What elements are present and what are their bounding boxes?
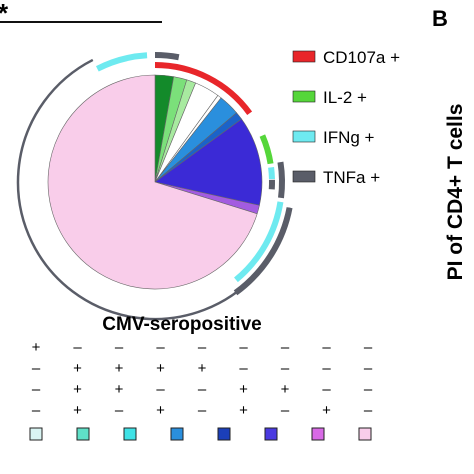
- table-cell-r3-c7: +: [322, 402, 331, 419]
- legend-swatch-0: [292, 50, 316, 63]
- panel-letter: B: [432, 6, 448, 31]
- table-cell-r0-c2: –: [115, 339, 124, 356]
- table-cell-r1-c6: –: [281, 360, 290, 377]
- marker-arc-none-9: [16, 58, 291, 321]
- table-cell-r2-c0: –: [32, 381, 41, 398]
- table-cell-r1-c7: –: [322, 360, 331, 377]
- table-cell-r3-c2: –: [115, 402, 124, 419]
- table-cell-r3-c3: +: [156, 402, 165, 419]
- table-cell-r1-c2: +: [115, 360, 124, 377]
- pie-chart: [47, 74, 263, 290]
- table-swatch-0: [29, 427, 43, 441]
- table-cell-r0-c8: –: [364, 339, 373, 356]
- table-cell-r2-c2: +: [115, 381, 124, 398]
- table-cell-r2-c3: –: [156, 381, 165, 398]
- table-swatch-4: [217, 427, 231, 441]
- marker-arc-tnfa-6: [154, 52, 180, 61]
- marker-arc-il-2-1: [259, 134, 274, 165]
- pie-slice-9: [47, 74, 258, 290]
- table-swatch-5: [264, 427, 278, 441]
- table-swatch-3: [170, 427, 184, 441]
- legend-label-0: CD107a +: [323, 48, 400, 67]
- chart-title: CMV-seropositive: [102, 314, 261, 335]
- table-cell-r0-c1: –: [73, 339, 82, 356]
- table-cell-r1-c8: –: [364, 360, 373, 377]
- table-cell-r3-c1: +: [73, 402, 82, 419]
- table-swatch-2: [123, 427, 137, 441]
- y-axis-label: PI of CD4+ T cells: [444, 104, 467, 281]
- table-cell-r1-c1: +: [73, 360, 82, 377]
- marker-arc-ifng-2: [268, 166, 275, 180]
- table-swatch-7: [358, 427, 372, 441]
- table-cell-r3-c8: –: [364, 402, 373, 419]
- marker-arc-ifng-4: [234, 201, 284, 283]
- marker-arc-cd107a-0: [154, 62, 253, 115]
- table-cell-r0-c3: –: [156, 339, 165, 356]
- table-cell-r2-c1: +: [73, 381, 82, 398]
- legend-label-3: TNFa +: [323, 168, 380, 187]
- marker-arcs: [16, 52, 293, 321]
- pie-slice-7: [154, 118, 263, 206]
- table-cell-r2-c7: –: [322, 381, 331, 398]
- marker-arc-ifng-3: [95, 52, 148, 72]
- table-cell-r3-c6: –: [281, 402, 290, 419]
- legend-label-1: IL-2 +: [323, 88, 367, 107]
- table-cell-r1-c3: +: [156, 360, 165, 377]
- table-cell-r3-c0: –: [32, 402, 41, 419]
- table-cell-r0-c5: –: [239, 339, 248, 356]
- marker-arc-tnfa-7: [277, 161, 285, 199]
- table-cell-r2-c4: –: [198, 381, 207, 398]
- legend-swatch-1: [292, 90, 316, 103]
- table-cell-r0-c4: –: [198, 339, 207, 356]
- table-cell-r1-c4: +: [198, 360, 207, 377]
- legend-label-2: IFNg +: [323, 128, 375, 147]
- legend-swatch-3: [292, 170, 316, 183]
- legend-swatch-2: [292, 130, 316, 143]
- legend: CD107a + IL-2 + IFNg + TNFa +: [292, 48, 400, 187]
- significance-star: *: [0, 0, 9, 28]
- table-cell-r0-c6: –: [281, 339, 290, 356]
- table-cell-r3-c5: +: [239, 402, 248, 419]
- table-cell-r1-c0: –: [32, 360, 41, 377]
- table-cell-r1-c5: –: [239, 360, 248, 377]
- table-cell-r0-c7: –: [322, 339, 331, 356]
- table-swatch-1: [76, 427, 90, 441]
- table-cell-r0-c0: +: [32, 339, 41, 356]
- table-cell-r3-c4: –: [198, 402, 207, 419]
- table-cell-r2-c6: +: [281, 381, 290, 398]
- table-cell-r2-c8: –: [364, 381, 373, 398]
- table-swatch-6: [311, 427, 325, 441]
- table-cell-r2-c5: +: [239, 381, 248, 398]
- combination-table: + – – – – – – – – – + + + + – – – – – + + – – + + – – – + – + – + – + –: [29, 339, 373, 441]
